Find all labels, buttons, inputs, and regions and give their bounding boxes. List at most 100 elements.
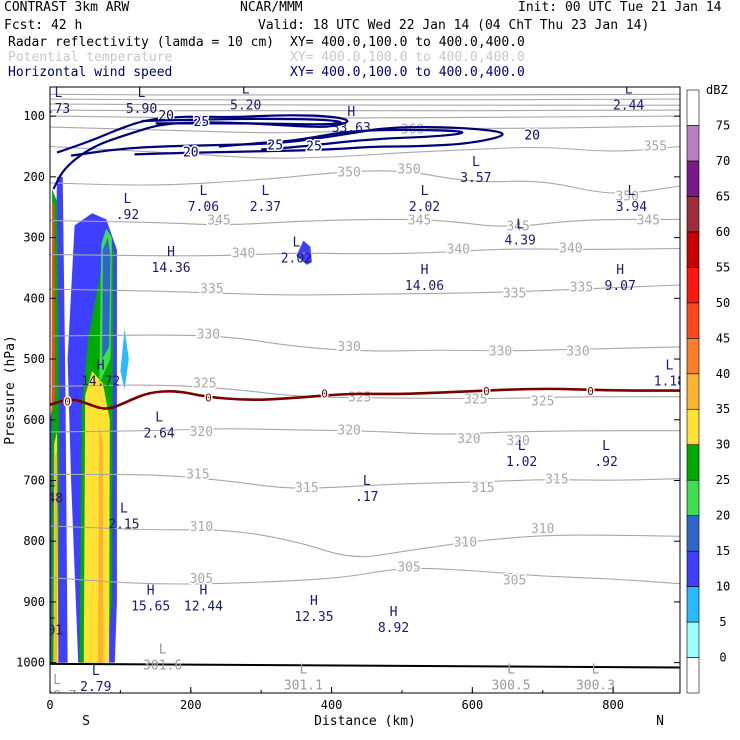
extremum-value: 14.36 [152,261,191,276]
extremum-value: 3.57 [460,171,491,186]
extremum-marker-L: L [155,411,163,426]
theta-label: 350 [397,163,420,178]
theta-label: 345 [207,214,230,229]
extremum-value: 300.3 [576,679,615,694]
theta-contour-325 [50,384,680,400]
theta-contour-355 [50,145,680,159]
extremum-value: 12.35 [294,610,333,625]
x-tick-label: 200 [180,698,202,712]
extremum-marker-L: L [666,358,674,373]
extremum-marker-L: L [261,184,269,199]
theta-label: 330 [489,345,512,360]
wind-label: 20 [524,129,540,144]
y-tick-label: 100 [23,109,45,123]
north-end-label: N [656,714,664,729]
theta-label: 320 [337,424,360,439]
colorbar-label: 20 [716,509,730,523]
x-tick-label: 800 [602,698,624,712]
y-axis-title: Pressure (hPa) [3,335,18,445]
extremum-value: 1.02 [506,455,537,470]
extremum-value: 2.02 [281,252,312,267]
extremum-marker-L: L [55,86,63,101]
extremum-marker-L: L [628,184,636,199]
x-tick-label: 400 [321,698,343,712]
theta-contour [50,103,680,106]
reflectivity-area-45dbz [51,201,55,420]
extremum-marker-L: L [159,643,167,658]
theta-label: 325 [464,393,487,408]
theta-label: 320 [506,434,529,449]
extremum-marker-L: L [53,673,61,688]
theta-contour-305 [50,567,680,585]
extremum-marker-H: H [167,245,175,260]
theta-label: 340 [232,246,255,261]
extremum-value: 14.06 [405,279,444,294]
extremum-marker-H: H [347,105,355,120]
colorbar-label: 10 [716,580,730,594]
theta-label: 310 [454,535,477,550]
extremum-marker-L: L [472,155,480,170]
y-tick-label: 300 [23,231,45,245]
extremum-marker-L: L [292,236,300,251]
theta-label: 345 [637,214,660,229]
theta-contour-350 [50,170,680,194]
theta-label: 350 [337,166,360,181]
extremum-value: 2.44 [613,99,644,114]
colorbar-swatch [686,89,700,126]
x-tick-label: 600 [462,698,484,712]
isotherm-label: 0 [483,385,490,398]
y-tick-label: 500 [23,352,45,366]
theta-label: 320 [457,432,480,447]
reflectivity-area-15dbz [102,237,111,359]
theta-label: 310 [531,522,554,537]
theta-label: 325 [348,390,371,405]
y-tick-label: 800 [23,534,45,548]
extremum-marker-L: L [602,439,610,454]
colorbar-swatch [686,231,700,268]
extremum-value: 3.94 [616,200,647,215]
theta-contour-330 [50,334,680,352]
theta-label: 330 [197,328,220,343]
extremum-marker-H: H [390,605,398,620]
colorbar-swatch [686,267,700,304]
wind-label: 25 [267,138,283,153]
colorbar-swatch [686,302,700,339]
extremum-value: 301.6 [143,659,182,674]
extremum-marker-L: L [47,476,55,491]
model-title: CONTRAST 3km ARW [4,0,130,15]
extremum-marker-L: L [138,86,146,101]
extremum-value: 4.39 [505,234,536,249]
theta-label: 305 [397,560,420,575]
extremum-marker-L: L [518,439,526,454]
theta-contour [50,93,680,96]
extremum-value: 2.15 [108,518,139,533]
extremum-value: .48 [40,492,63,507]
extremum-marker-L: L [592,663,600,678]
isotherm-label: 0 [64,396,71,409]
colorbar-swatch [686,196,700,233]
colorbar-label: 0 [719,651,726,665]
theta-contour [50,109,680,112]
theta-label: 310 [190,520,213,535]
theta-contour [50,98,680,101]
theta-label: 325 [193,376,216,391]
colorbar-label: 25 [716,473,730,487]
y-tick-label: 200 [23,170,45,184]
colorbar-swatch [686,160,700,197]
colorbar-unit: dBZ [706,83,728,97]
wind-contour-20 [70,125,504,157]
extremum-marker-H: H [421,263,429,278]
org-label: NCAR/MMM [240,0,303,15]
colorbar-label: 30 [716,438,730,452]
colorbar-swatch [686,373,700,410]
extremum-value: 2.37 [250,200,281,215]
plot-frame [49,86,681,694]
extremum-marker-L: L [120,502,128,517]
theta-label: 315 [545,472,568,487]
theta-contour-340 [50,247,680,257]
theta-label: 305 [190,572,213,587]
theta-label: 315 [186,467,209,482]
colorbar-swatch [686,337,700,375]
extremum-marker-L: L [625,83,633,98]
extremum-value: 12.44 [184,600,223,615]
